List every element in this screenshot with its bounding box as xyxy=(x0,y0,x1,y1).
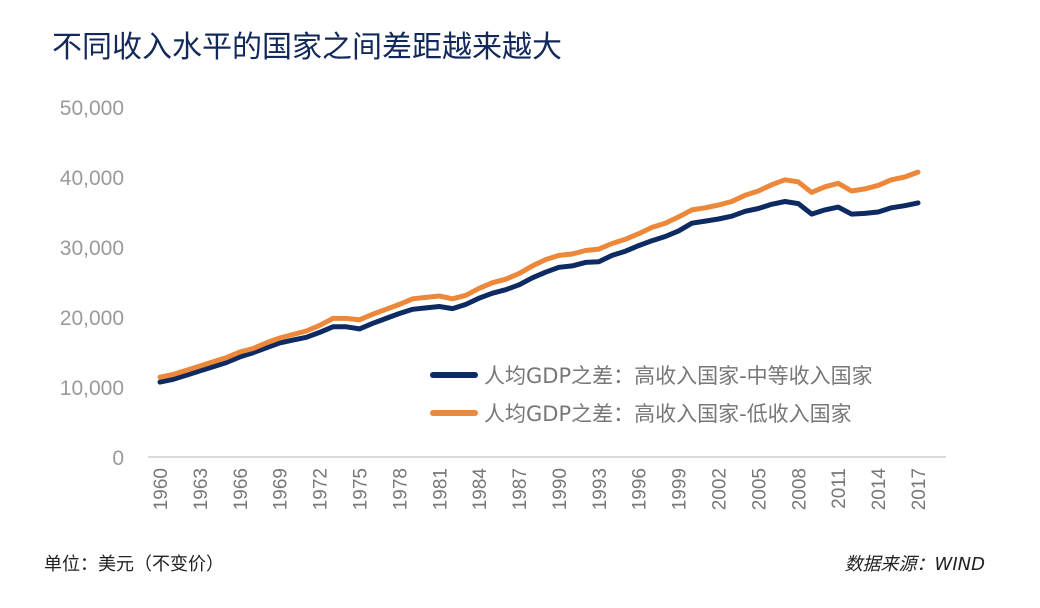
chart-title: 不同收入水平的国家之间差距越来越大 xyxy=(52,30,562,65)
x-tick-label: 1966 xyxy=(231,468,252,510)
x-tick-label: 1993 xyxy=(590,468,611,510)
x-tick-label: 2002 xyxy=(710,468,731,510)
x-tick-label: 1972 xyxy=(311,468,332,510)
x-tick-label: 1981 xyxy=(430,468,451,510)
y-tick-label: 40,000 xyxy=(60,167,124,190)
legend-label-2: 人均GDP之差：高收入国家-低收入国家 xyxy=(484,402,852,426)
x-tick-label: 1984 xyxy=(470,468,491,511)
x-tick-label: 1969 xyxy=(271,468,292,510)
unit-note: 单位：美元（不变价） xyxy=(44,554,224,575)
legend-label-1: 人均GDP之差：高收入国家-中等收入国家 xyxy=(484,364,873,388)
x-tick-label: 2011 xyxy=(829,468,850,509)
x-tick-label: 1996 xyxy=(630,468,651,510)
x-tick-label: 2005 xyxy=(749,468,770,510)
series-line-1 xyxy=(157,199,921,385)
y-tick-label: 30,000 xyxy=(60,237,124,260)
x-tick-label: 1963 xyxy=(191,468,212,510)
y-tick-label: 50,000 xyxy=(60,97,124,120)
x-tick-label: 2017 xyxy=(909,468,930,510)
y-tick-label: 0 xyxy=(112,447,124,470)
x-tick-label: 1978 xyxy=(390,468,411,510)
source-note: 数据来源：WIND xyxy=(844,554,985,575)
y-tick-label: 10,000 xyxy=(60,377,124,400)
x-tick-label: 1999 xyxy=(670,468,691,510)
x-tick-label: 1990 xyxy=(550,468,571,510)
x-tick-label: 1960 xyxy=(151,468,172,510)
y-tick-label: 20,000 xyxy=(60,307,124,330)
x-tick-label: 2014 xyxy=(869,468,890,511)
x-tick-label: 1975 xyxy=(350,468,371,510)
x-tick-label: 1987 xyxy=(510,468,531,510)
x-tick-label: 2008 xyxy=(789,468,810,510)
series-line-2 xyxy=(157,169,921,380)
